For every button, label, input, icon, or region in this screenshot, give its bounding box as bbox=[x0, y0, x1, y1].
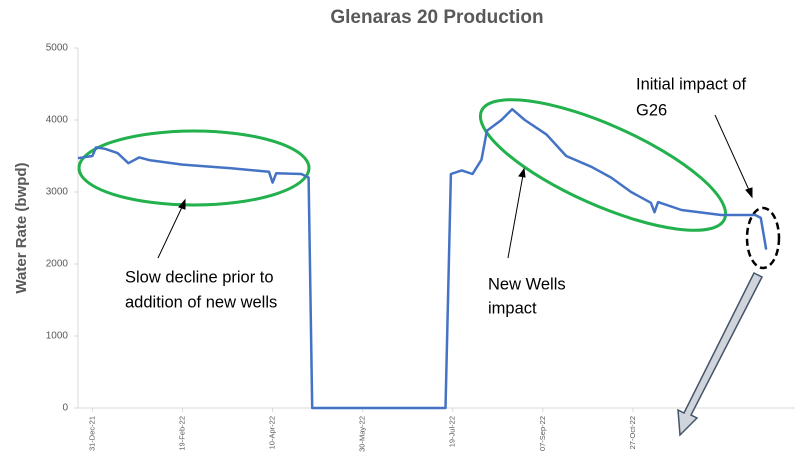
annotation: addition of new wells bbox=[125, 293, 277, 311]
x-tick-label: 07-Sep-22 bbox=[538, 416, 547, 451]
highlight-ellipse bbox=[478, 98, 728, 232]
y-tick-label: 1000 bbox=[46, 331, 69, 342]
arrows bbox=[157, 114, 753, 259]
chart-title: Glenaras 20 Production bbox=[330, 7, 543, 28]
annotation: impact bbox=[488, 299, 537, 317]
annotation: G26 bbox=[636, 101, 667, 119]
x-tick-label: 27-Oct-22 bbox=[628, 416, 637, 449]
arrow bbox=[507, 174, 524, 259]
y-tick-label: 2000 bbox=[46, 259, 69, 270]
annotation: Slow decline prior to bbox=[125, 268, 274, 286]
x-tick-label: 19-Jul-22 bbox=[448, 416, 457, 447]
arrow bbox=[714, 114, 750, 191]
arrow-head bbox=[745, 187, 753, 199]
y-axis-label: Water Rate (bwpd) bbox=[13, 162, 30, 293]
annotation: Initial impact of bbox=[636, 75, 746, 93]
big-arrow bbox=[677, 271, 764, 437]
x-tick-label: 10-Apr-22 bbox=[268, 416, 277, 449]
highlight-ellipse bbox=[745, 206, 781, 270]
annotation: New Wells bbox=[488, 275, 566, 293]
y-tick-label: 3000 bbox=[46, 187, 69, 198]
arrow-head bbox=[178, 198, 186, 210]
y-tick-label: 0 bbox=[62, 403, 68, 414]
y-tick-label: 4000 bbox=[46, 115, 69, 126]
y-tick-label: 5000 bbox=[46, 43, 69, 54]
arrow bbox=[157, 204, 184, 259]
data-line bbox=[77, 107, 768, 410]
x-tick-label: 30-May-22 bbox=[358, 416, 367, 452]
highlight-ellipse bbox=[77, 129, 311, 207]
x-tick-label: 19-Feb-22 bbox=[177, 416, 186, 451]
arrow-head bbox=[518, 167, 526, 178]
x-tick-label: 31-Dec-21 bbox=[87, 416, 96, 451]
